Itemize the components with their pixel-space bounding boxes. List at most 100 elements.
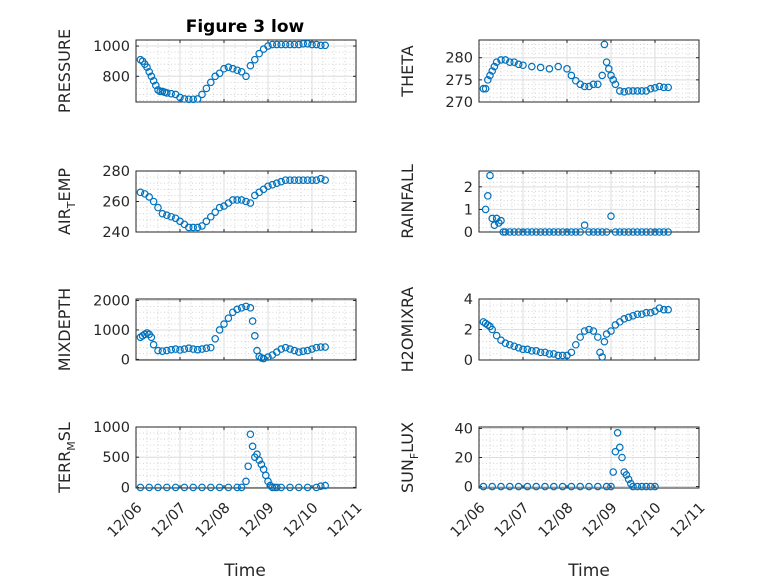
data-point: [629, 87, 637, 95]
data-point: [510, 58, 519, 66]
x-tick-label: 12/10: [281, 500, 322, 541]
data-point: [637, 228, 646, 236]
data-point: [193, 95, 202, 103]
y-axis-label: RAINFALL: [398, 164, 417, 239]
data-point: [224, 63, 233, 72]
y-axis-label: H2OMIXRA: [398, 287, 417, 373]
data-point: [527, 62, 536, 71]
data-point: [321, 481, 330, 490]
data-point: [185, 344, 193, 353]
plot-area: [479, 171, 699, 232]
x-tick-label: 12/11: [325, 500, 366, 541]
data-point: [567, 71, 576, 80]
data-point: [198, 90, 206, 99]
data-point: [607, 327, 615, 335]
data-point: [576, 228, 585, 236]
data-point: [154, 483, 162, 492]
y-tick-label: 1000: [93, 323, 130, 339]
data-point: [233, 483, 242, 492]
data-point: [554, 62, 563, 71]
data-point: [303, 483, 312, 492]
data-point: [664, 228, 673, 236]
data-point: [637, 310, 646, 319]
y-tick-label: 20: [455, 451, 473, 467]
data-point: [585, 325, 593, 334]
data-point: [492, 58, 501, 66]
data-point: [189, 483, 198, 492]
y-axis-label: AIRTEMP: [55, 168, 78, 235]
data-point: [622, 471, 631, 479]
data-point: [154, 203, 162, 212]
data-point: [268, 40, 277, 49]
data-point: [490, 221, 499, 230]
data-point: [237, 67, 246, 76]
data-point: [596, 348, 604, 357]
data-point: [629, 482, 637, 491]
data-point: [633, 310, 642, 319]
data-point: [655, 304, 664, 312]
data-point: [541, 348, 549, 357]
data-point: [290, 346, 299, 355]
data-point: [149, 77, 158, 85]
y-tick-label: 280: [445, 51, 473, 67]
data-point: [193, 223, 202, 232]
data-point: [163, 89, 171, 97]
data-point: [167, 345, 176, 354]
x-tick-label: 12/09: [580, 500, 621, 541]
chart-air-temp: 240 260 280 AIRTEMP: [55, 164, 357, 241]
data-point: [259, 354, 268, 363]
data-point: [501, 56, 510, 64]
data-point: [294, 40, 303, 49]
data-point: [189, 345, 198, 353]
data-point: [229, 64, 237, 73]
data-point: [505, 228, 514, 236]
data-point: [497, 56, 505, 64]
data-point: [277, 345, 286, 353]
data-point: [294, 348, 303, 356]
data-point: [580, 327, 589, 335]
data-point: [510, 228, 519, 236]
data-point: [593, 333, 602, 341]
data-point: [145, 483, 154, 492]
data-point: [316, 482, 325, 490]
data-point: [479, 482, 488, 491]
data-point: [545, 228, 554, 236]
data-point: [602, 482, 611, 491]
data-point: [580, 82, 589, 91]
data-point: [519, 228, 527, 236]
data-point: [233, 196, 242, 204]
data-point: [609, 468, 618, 476]
data-point: [505, 340, 514, 349]
y-tick-label: 0: [464, 480, 473, 496]
data-point: [536, 348, 545, 357]
data-point: [651, 228, 659, 236]
data-point: [483, 76, 492, 84]
data-point: [527, 228, 536, 236]
data-point: [171, 345, 180, 353]
data-point: [659, 83, 668, 92]
data-point: [519, 345, 527, 354]
x-axis-label-left: Time: [223, 561, 266, 581]
data-point: [523, 482, 532, 491]
data-point: [277, 177, 286, 186]
data-point: [514, 482, 523, 491]
data-point: [593, 482, 602, 491]
y-tick-label: 0: [121, 480, 130, 496]
data-point: [198, 483, 206, 492]
axes-box: [478, 39, 700, 103]
data-point: [479, 84, 488, 93]
data-point: [316, 343, 325, 351]
x-tick-label: 12/10: [624, 500, 665, 541]
data-point: [308, 345, 316, 353]
y-tick-label: 2: [464, 323, 473, 339]
data-point: [145, 193, 154, 201]
data-point: [642, 308, 651, 317]
data-point: [272, 483, 281, 492]
data-point: [607, 71, 615, 80]
data-point: [290, 40, 299, 49]
data-point: [202, 84, 211, 93]
data-point: [514, 343, 523, 352]
data-point: [532, 482, 541, 491]
data-point: [242, 72, 250, 81]
x-tick-label: 12/09: [237, 500, 278, 541]
